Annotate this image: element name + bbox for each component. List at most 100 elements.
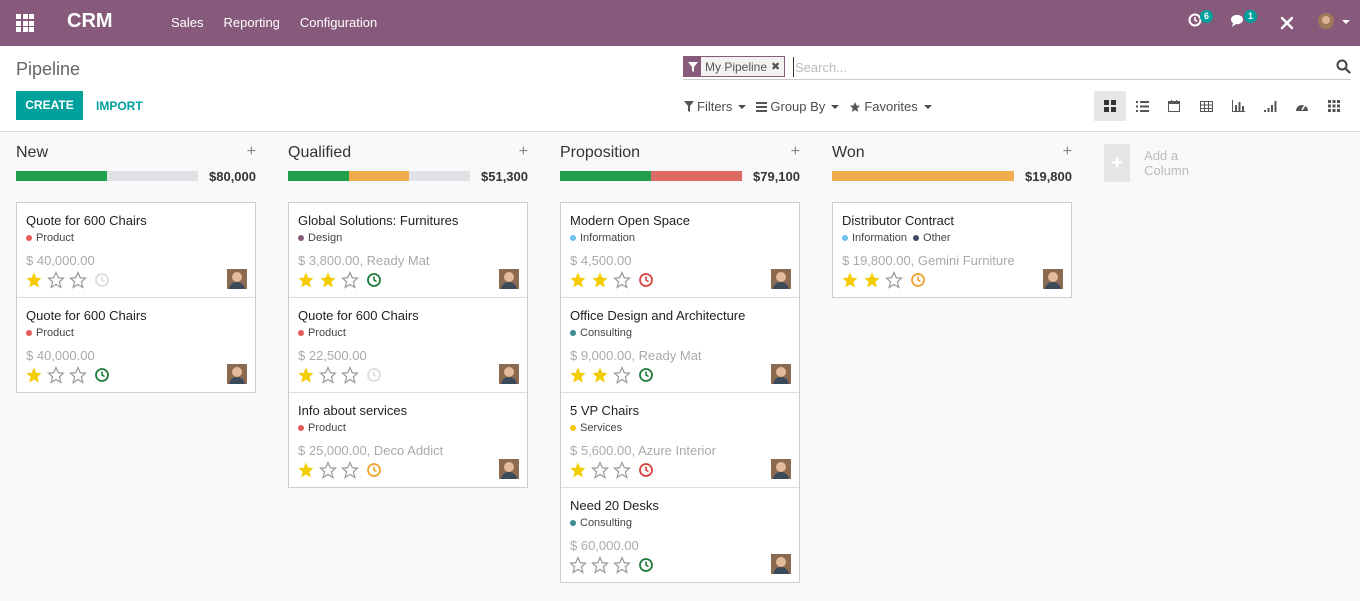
search-input[interactable] — [793, 57, 1313, 77]
opportunity-card[interactable]: Quote for 600 Chairs Product $ 22,500.00 — [289, 298, 527, 393]
star-filled-icon[interactable] — [591, 271, 609, 289]
star-empty-icon[interactable] — [613, 271, 631, 289]
star-empty-icon[interactable] — [591, 461, 609, 479]
salesperson-avatar[interactable] — [771, 269, 791, 289]
menu-sales[interactable]: Sales — [171, 15, 204, 30]
star-empty-icon[interactable] — [569, 556, 587, 574]
add-column[interactable]: + Add a Column — [1104, 144, 1201, 182]
app-name[interactable]: CRM — [67, 10, 113, 32]
star-empty-icon[interactable] — [613, 556, 631, 574]
salesperson-avatar[interactable] — [499, 364, 519, 384]
opportunity-card[interactable]: Quote for 600 Chairs Product $ 40,000.00 — [17, 203, 255, 298]
salesperson-avatar[interactable] — [227, 364, 247, 384]
salesperson-avatar[interactable] — [771, 459, 791, 479]
star-empty-icon[interactable] — [885, 271, 903, 289]
column-title[interactable]: Qualified — [288, 144, 352, 161]
opportunity-card[interactable]: 5 VP Chairs Services $ 5,600.00, Azure Int… — [561, 393, 799, 488]
debug-tools[interactable] — [1280, 16, 1294, 33]
create-button[interactable]: CREATE — [16, 91, 83, 120]
apps-menu-icon[interactable] — [16, 14, 34, 32]
column-quick-create-icon[interactable]: + — [1062, 143, 1072, 160]
star-empty-icon[interactable] — [591, 556, 609, 574]
activity-clock-icon[interactable] — [366, 367, 382, 383]
view-graph[interactable] — [1222, 91, 1254, 121]
messages-menu[interactable]: 1 — [1230, 10, 1258, 31]
column-title[interactable]: Proposition — [560, 144, 641, 161]
progress-segment[interactable] — [651, 171, 742, 181]
star-filled-icon[interactable] — [25, 271, 43, 289]
view-list[interactable] — [1126, 91, 1158, 121]
activity-clock-icon[interactable] — [366, 272, 382, 288]
view-kanban[interactable] — [1094, 91, 1126, 121]
star-empty-icon[interactable] — [613, 366, 631, 384]
star-filled-icon[interactable] — [297, 461, 315, 479]
activity-clock-icon[interactable] — [910, 272, 926, 288]
salesperson-avatar[interactable] — [771, 554, 791, 574]
import-button[interactable]: IMPORT — [96, 99, 143, 113]
add-column-label[interactable]: Add a Column — [1144, 148, 1189, 178]
view-cohort[interactable] — [1254, 91, 1286, 121]
activity-clock-icon[interactable] — [94, 272, 110, 288]
plus-icon[interactable]: + — [1104, 144, 1131, 182]
star-filled-icon[interactable] — [863, 271, 881, 289]
favorites-dropdown[interactable]: Favorites — [849, 99, 932, 114]
progress-segment[interactable] — [16, 171, 107, 181]
star-filled-icon[interactable] — [569, 461, 587, 479]
star-empty-icon[interactable] — [69, 271, 87, 289]
opportunity-card[interactable]: Office Design and Architecture Consulting… — [561, 298, 799, 393]
view-dashboard[interactable] — [1286, 91, 1318, 121]
view-pivot[interactable] — [1190, 91, 1222, 121]
activity-clock-icon[interactable] — [366, 462, 382, 478]
star-empty-icon[interactable] — [613, 461, 631, 479]
star-empty-icon[interactable] — [319, 366, 337, 384]
progress-segment[interactable] — [348, 171, 410, 181]
activity-clock-icon[interactable] — [638, 272, 654, 288]
menu-configuration[interactable]: Configuration — [299, 15, 378, 30]
group-by-dropdown[interactable]: Group By — [756, 99, 840, 114]
user-avatar[interactable] — [1318, 13, 1334, 29]
star-filled-icon[interactable] — [319, 271, 337, 289]
view-calendar[interactable] — [1158, 91, 1190, 121]
star-filled-icon[interactable] — [297, 271, 315, 289]
progress-segment[interactable] — [288, 171, 349, 181]
star-empty-icon[interactable] — [47, 366, 65, 384]
star-filled-icon[interactable] — [569, 366, 587, 384]
column-title[interactable]: New — [16, 144, 49, 161]
star-empty-icon[interactable] — [341, 271, 359, 289]
column-quick-create-icon[interactable]: + — [518, 143, 528, 160]
star-empty-icon[interactable] — [69, 366, 87, 384]
star-filled-icon[interactable] — [591, 366, 609, 384]
star-empty-icon[interactable] — [47, 271, 65, 289]
opportunity-card[interactable]: Need 20 Desks Consulting $ 60,000.00 — [561, 488, 799, 582]
column-title[interactable]: Won — [832, 144, 865, 161]
salesperson-avatar[interactable] — [1043, 269, 1063, 289]
salesperson-avatar[interactable] — [227, 269, 247, 289]
filters-dropdown[interactable]: Filters — [684, 99, 747, 114]
facet-remove-icon[interactable]: ✖ — [771, 61, 781, 73]
activity-clock-icon[interactable] — [638, 557, 654, 573]
progress-segment[interactable] — [560, 171, 651, 181]
menu-reporting[interactable]: Reporting — [223, 15, 280, 30]
salesperson-avatar[interactable] — [771, 364, 791, 384]
salesperson-avatar[interactable] — [499, 269, 519, 289]
star-filled-icon[interactable] — [841, 271, 859, 289]
star-empty-icon[interactable] — [341, 461, 359, 479]
star-filled-icon[interactable] — [297, 366, 315, 384]
activity-clock-icon[interactable] — [638, 367, 654, 383]
activity-clock-icon[interactable] — [94, 367, 110, 383]
column-quick-create-icon[interactable]: + — [246, 143, 256, 160]
column-quick-create-icon[interactable]: + — [790, 143, 800, 160]
star-empty-icon[interactable] — [341, 366, 359, 384]
search-icon[interactable] — [1336, 59, 1351, 74]
progress-segment[interactable] — [832, 171, 1014, 181]
activity-clock-icon[interactable] — [638, 462, 654, 478]
activity-menu[interactable]: 6 — [1188, 10, 1214, 30]
user-menu-caret-icon[interactable] — [1342, 20, 1350, 24]
salesperson-avatar[interactable] — [499, 459, 519, 479]
star-empty-icon[interactable] — [319, 461, 337, 479]
opportunity-card[interactable]: Modern Open Space Information $ 4,500.00 — [561, 203, 799, 298]
opportunity-card[interactable]: Distributor Contract Information Other $ 19… — [833, 203, 1071, 297]
view-grid[interactable] — [1318, 91, 1350, 121]
star-filled-icon[interactable] — [569, 271, 587, 289]
star-filled-icon[interactable] — [25, 366, 43, 384]
